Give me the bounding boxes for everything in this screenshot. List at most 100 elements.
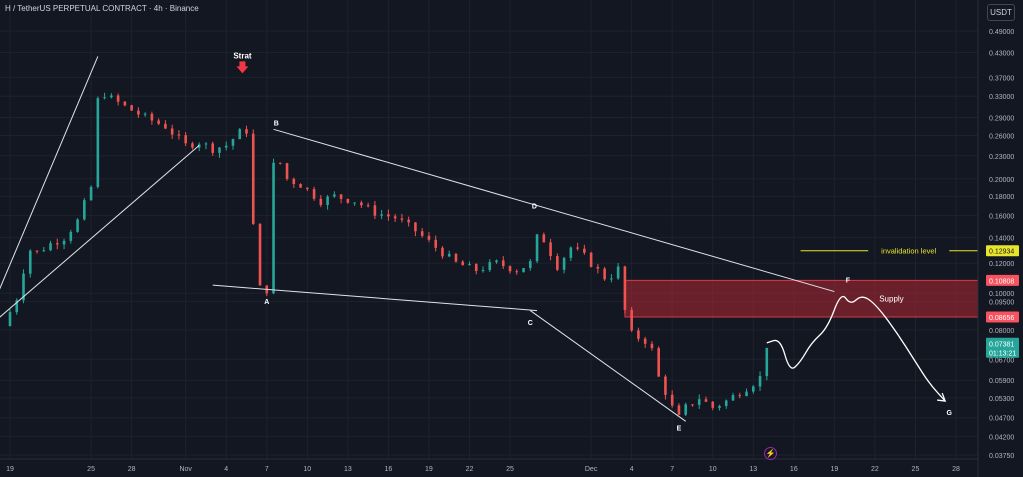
candle-body [670,394,674,406]
trendline-wedge-bottom [212,284,538,312]
supply-bottom-price-tag-text: 0.08656 [989,315,1014,322]
candle [529,258,532,271]
supply-zone [624,279,979,318]
candle [123,101,127,107]
candle-body [326,196,329,205]
candle [360,200,363,208]
candle-body [218,147,221,153]
candle [630,306,633,333]
y-tick-label: 0.49000 [989,29,1014,36]
candle [522,267,525,273]
candle [238,127,242,140]
x-tick-label: 25 [506,466,514,473]
candle-body [285,163,289,179]
candle [137,107,140,118]
candle [400,213,404,223]
candle [292,177,296,188]
x-tick-label: 19 [830,466,838,473]
candle [191,141,194,150]
candle [738,392,742,399]
candle [353,202,356,206]
countdown-text: 01:13:21 [989,350,1016,357]
candle-body [420,231,424,236]
x-tick-label: 13 [344,466,352,473]
candle [218,147,221,158]
candle-body [616,266,620,279]
candle-body [76,219,79,232]
y-tick-label: 0.26000 [989,134,1014,141]
candle-body [28,250,32,274]
candle-body [501,260,505,267]
candle [603,266,606,281]
candle-body [697,399,701,405]
candle-body [488,262,492,271]
candle-body [150,113,154,121]
currency-button[interactable]: USDT [987,4,1015,21]
candle-body [110,95,113,98]
lightning-icon[interactable]: ⚡ [764,447,777,460]
candle-body [35,250,39,252]
candle-body [474,264,478,272]
candle-body [704,399,708,402]
candle-body [96,98,100,187]
candle [589,251,593,268]
candle-body [434,239,437,248]
candle [481,266,485,273]
candle [143,112,147,117]
candle [231,138,235,150]
candle-body [204,143,208,145]
wave-label-A: A [264,299,269,306]
wave-label-E: E [677,425,682,432]
invalidation-price-tag: 0.12934 [986,245,1019,257]
candle-body [468,264,471,266]
candle [535,233,539,264]
candle-body [353,202,356,204]
candle-body [738,395,742,397]
projection-arrowhead [937,392,947,402]
candle [724,399,728,409]
candle-body [69,231,73,241]
candle [224,141,228,151]
candle-body [576,247,579,249]
supply-top-price-tag: 0.10808 [986,274,1019,286]
candle [69,229,73,244]
candle-body [22,273,25,301]
supply-top-price-tag-bg [986,274,1019,286]
candle [596,263,600,274]
candle-body [319,198,323,205]
supply-label: Supply [879,295,903,304]
candle [515,269,519,275]
candle-body [15,300,19,313]
candle-body [589,252,593,267]
y-tick-label: 0.18000 [989,194,1014,201]
candle-body [238,129,242,140]
candle [508,265,512,274]
y-tick-label: 0.43000 [989,51,1014,58]
candle [562,256,566,274]
candle [556,253,559,272]
projection-path [766,295,946,402]
candle [62,238,66,250]
candle [637,327,640,342]
candle [49,240,52,252]
candle-body [562,257,566,270]
candle-body [56,243,59,245]
candle-body [231,139,235,146]
x-tick-label: 4 [630,466,634,473]
candle [103,92,106,100]
candle-body [312,189,316,199]
candle-body [224,145,228,148]
candle [542,232,546,243]
candle-body [380,214,383,216]
candle-body [664,376,667,395]
price-axis: 0.49000 0.43000 0.37000 0.33000 0.29000 0.260… [989,29,1014,460]
candle [414,222,417,237]
candle [488,259,492,272]
candle [116,93,120,106]
supply-bottom-price-tag: 0.08656 [986,311,1019,323]
candle [420,228,424,238]
y-tick-label: 0.37000 [989,75,1014,82]
candle-body [62,240,66,245]
candle-body [393,216,397,219]
